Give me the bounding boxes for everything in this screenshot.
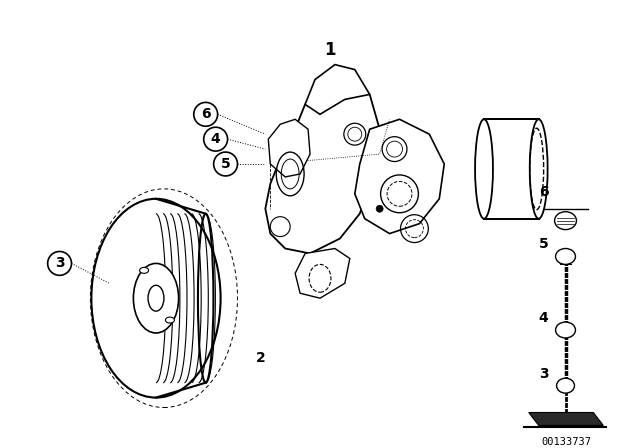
Text: 6: 6 xyxy=(201,108,211,121)
Ellipse shape xyxy=(92,199,221,397)
Ellipse shape xyxy=(376,205,383,212)
Ellipse shape xyxy=(140,267,148,273)
Text: 6: 6 xyxy=(539,185,548,199)
Polygon shape xyxy=(295,249,350,298)
Polygon shape xyxy=(355,119,444,233)
Ellipse shape xyxy=(530,119,548,219)
Circle shape xyxy=(47,251,72,276)
Bar xyxy=(484,119,539,219)
Polygon shape xyxy=(305,65,370,114)
Polygon shape xyxy=(268,119,310,177)
Ellipse shape xyxy=(165,317,174,323)
Ellipse shape xyxy=(133,263,179,333)
Text: 00133737: 00133737 xyxy=(541,437,591,448)
Text: 5: 5 xyxy=(221,157,230,171)
Circle shape xyxy=(204,127,228,151)
Circle shape xyxy=(214,152,237,176)
Text: 4: 4 xyxy=(539,311,548,325)
Ellipse shape xyxy=(556,322,575,338)
Text: 2: 2 xyxy=(255,351,265,365)
Ellipse shape xyxy=(475,119,493,219)
Text: 4: 4 xyxy=(211,132,221,146)
Text: 5: 5 xyxy=(539,237,548,251)
Text: 3: 3 xyxy=(55,256,65,271)
Polygon shape xyxy=(266,85,380,254)
Ellipse shape xyxy=(555,212,577,230)
Circle shape xyxy=(194,103,218,126)
Text: 3: 3 xyxy=(539,367,548,381)
Polygon shape xyxy=(529,413,604,426)
Ellipse shape xyxy=(556,249,575,264)
Ellipse shape xyxy=(148,285,164,311)
Ellipse shape xyxy=(381,175,419,213)
Ellipse shape xyxy=(557,378,575,393)
Text: 1: 1 xyxy=(324,41,336,59)
